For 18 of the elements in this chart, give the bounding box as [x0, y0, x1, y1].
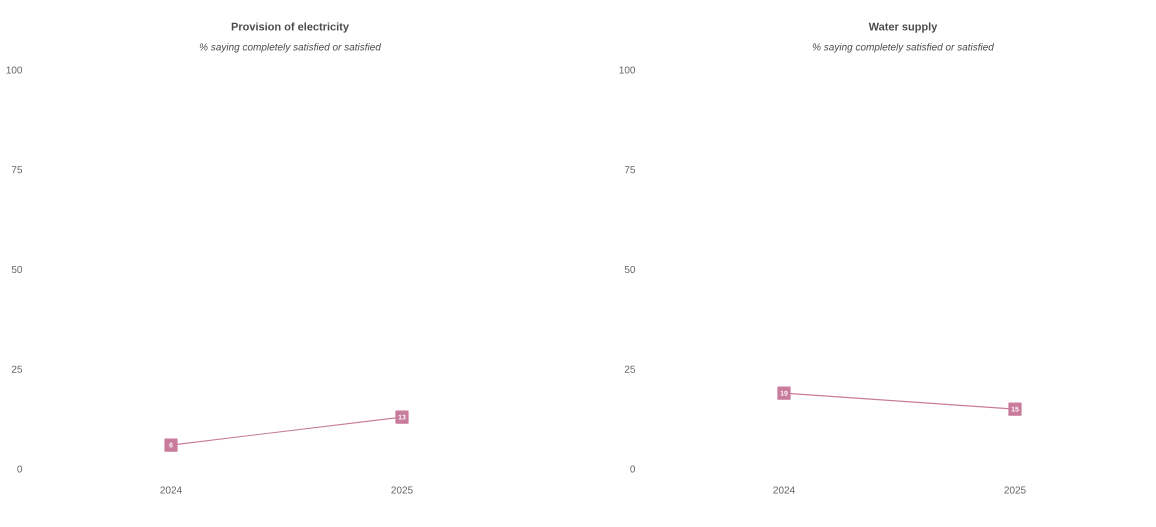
x-tick-label: 2024 [160, 486, 182, 494]
chart-subtitle: % saying completely satisfied or satisfied [199, 43, 382, 53]
y-tick-label: 50 [11, 265, 23, 274]
chart-title: Provision of electricity [231, 22, 349, 33]
y-tick-label: 0 [17, 465, 23, 473]
y-tick-label: 50 [624, 265, 636, 274]
y-tick-label: 100 [619, 66, 636, 74]
chart-subtitle: % saying completely satisfied or satisfied [812, 43, 995, 53]
y-tick-label: 0 [630, 465, 636, 473]
y-tick-label: 75 [11, 166, 23, 174]
chart-title: Water supply [868, 22, 938, 33]
x-tick-label: 2024 [773, 486, 795, 494]
x-tick-label: 2025 [391, 486, 413, 494]
y-tick-label: 25 [624, 365, 636, 373]
y-tick-label: 75 [624, 166, 636, 174]
x-tick-label: 2025 [1004, 486, 1026, 494]
y-tick-label: 100 [6, 66, 23, 74]
y-tick-label: 25 [11, 365, 23, 373]
